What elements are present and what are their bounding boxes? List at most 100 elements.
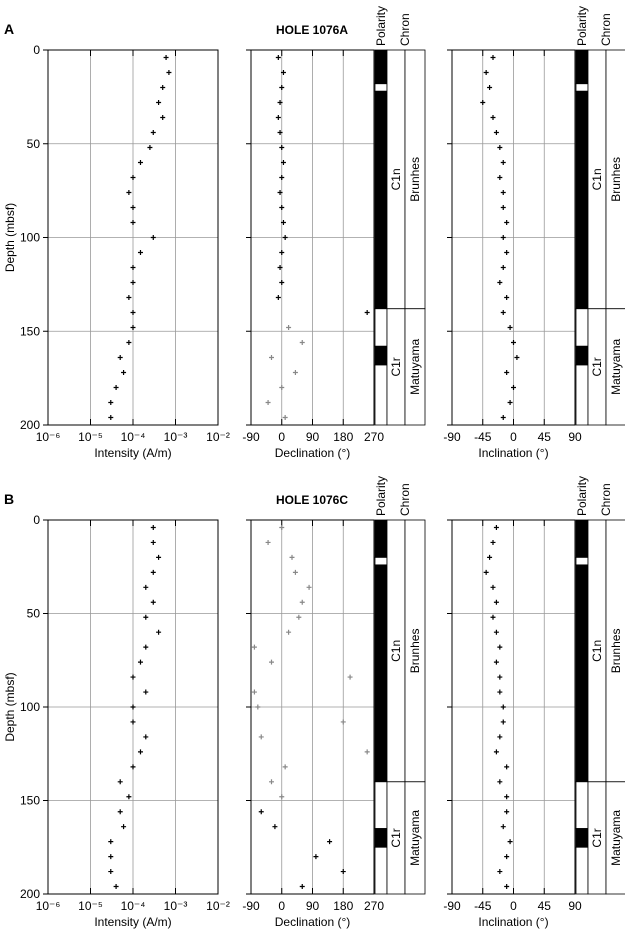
chron-label: C1r xyxy=(389,357,403,376)
x-tick-label: -45 xyxy=(474,430,492,444)
x-tick-label: 90 xyxy=(568,430,582,444)
data-point xyxy=(493,629,499,635)
data-point xyxy=(258,809,264,815)
data-point xyxy=(156,629,162,635)
data-point xyxy=(121,824,127,830)
data-point xyxy=(279,250,285,255)
data-point xyxy=(251,644,257,650)
data-point xyxy=(279,145,285,150)
polarity-interval xyxy=(374,828,388,848)
x-tick-label: 0 xyxy=(278,430,285,444)
data-point xyxy=(126,295,132,300)
data-point xyxy=(279,280,285,285)
x-axis-label: Declination (°) xyxy=(275,915,351,929)
data-point xyxy=(493,599,499,605)
data-point xyxy=(490,55,496,60)
data-point xyxy=(497,175,503,180)
polarity-interval xyxy=(575,49,589,85)
data-point xyxy=(126,340,132,345)
polarity-interval xyxy=(575,557,589,566)
data-point xyxy=(487,554,493,560)
polarity-interval xyxy=(575,828,589,848)
epoch-label: Matuyama xyxy=(609,339,623,395)
data-point xyxy=(150,539,156,545)
polarity-interval xyxy=(374,345,388,366)
x-axis-label: Inclination (°) xyxy=(478,446,548,460)
y-tick-label: 150 xyxy=(20,324,40,338)
data-point xyxy=(497,734,503,740)
data-point xyxy=(279,85,285,90)
x-axis-label: Intensity (A/m) xyxy=(94,446,171,460)
data-point xyxy=(490,115,496,120)
data-point xyxy=(483,569,489,575)
polarity-interval xyxy=(374,564,388,783)
x-tick-label: 270 xyxy=(364,430,384,444)
data-point xyxy=(150,130,156,135)
epoch-label: Matuyama xyxy=(609,810,623,866)
epoch-label: Matuyama xyxy=(408,339,422,395)
polarity-interval xyxy=(374,49,388,85)
data-point xyxy=(130,310,136,315)
data-point xyxy=(143,614,149,620)
data-point xyxy=(504,809,510,815)
data-point xyxy=(279,205,285,210)
y-tick-label: 100 xyxy=(20,700,40,714)
x-tick-label: 10⁻³ xyxy=(164,899,188,913)
x-tick-label: 180 xyxy=(333,899,353,913)
data-point xyxy=(280,160,286,165)
data-point xyxy=(269,355,274,360)
data-point xyxy=(130,265,136,270)
data-point xyxy=(130,704,136,710)
data-point xyxy=(340,869,346,875)
data-point xyxy=(514,355,520,360)
chron-label: C1r xyxy=(389,828,403,847)
y-tick-label: 150 xyxy=(20,794,40,808)
polarity-interval xyxy=(374,846,388,895)
data-point xyxy=(507,400,513,405)
data-point xyxy=(504,884,510,890)
data-point xyxy=(277,265,283,270)
x-tick-label: 10⁻⁶ xyxy=(36,899,61,913)
data-point xyxy=(504,854,510,860)
data-point xyxy=(490,614,496,620)
data-point xyxy=(497,869,503,875)
data-point xyxy=(275,115,281,120)
x-axis-label: Inclination (°) xyxy=(478,915,548,929)
y-tick-label: 50 xyxy=(27,137,41,151)
data-point xyxy=(137,250,143,255)
x-tick-label: 10⁻⁴ xyxy=(121,430,146,444)
data-point xyxy=(286,325,292,330)
data-point xyxy=(483,70,489,75)
panel-label: B xyxy=(4,491,14,507)
data-point xyxy=(497,779,503,785)
plot-frame xyxy=(47,519,219,895)
x-tick-label: 0 xyxy=(278,899,285,913)
data-point xyxy=(108,415,114,420)
column-header: Chron xyxy=(398,13,412,46)
data-point xyxy=(497,674,503,680)
data-point xyxy=(126,190,132,195)
x-tick-label: 10⁻⁴ xyxy=(121,899,146,913)
y-axis-label: Depth (mbsf) xyxy=(3,672,17,741)
column-header: Chron xyxy=(599,483,613,516)
chron-label: C1n xyxy=(389,168,403,190)
polarity-interval xyxy=(374,364,388,426)
data-point xyxy=(364,749,370,755)
data-point xyxy=(493,749,499,755)
epoch-label: Matuyama xyxy=(408,810,422,866)
data-point xyxy=(113,385,119,390)
data-point xyxy=(108,869,114,875)
data-point xyxy=(364,310,370,315)
data-point xyxy=(497,689,503,695)
data-point xyxy=(299,340,305,345)
column-header: Chron xyxy=(599,13,613,46)
chron-label: C1r xyxy=(590,828,604,847)
data-point xyxy=(277,100,283,105)
polarity-interval xyxy=(575,519,589,558)
data-point xyxy=(130,719,136,725)
column-header: Polarity xyxy=(374,476,388,516)
data-point xyxy=(497,644,503,650)
data-point xyxy=(279,175,285,180)
x-tick-label: 90 xyxy=(306,430,320,444)
